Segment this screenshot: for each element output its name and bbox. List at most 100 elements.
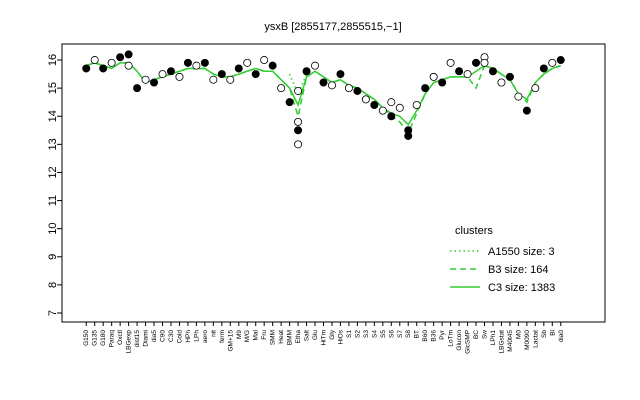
x-tick-label: HPh bbox=[185, 330, 192, 343]
data-point bbox=[353, 86, 362, 95]
plot-frame bbox=[61, 43, 606, 323]
data-point bbox=[455, 67, 464, 76]
data-point bbox=[294, 126, 303, 135]
y-tick-label: 16 bbox=[47, 54, 59, 66]
data-point bbox=[294, 86, 303, 95]
y-tick-label: 9 bbox=[47, 254, 59, 260]
data-point bbox=[319, 78, 328, 87]
data-point bbox=[488, 67, 497, 76]
x-tick-label: G150 bbox=[83, 330, 90, 346]
data-point bbox=[556, 56, 565, 65]
x-tick-label: dia0 bbox=[558, 330, 565, 343]
x-tick-label: M0 bbox=[515, 330, 522, 339]
x-tick-label: C90 bbox=[160, 330, 167, 342]
data-point bbox=[387, 98, 396, 107]
x-tick-label: Bl bbox=[549, 329, 556, 335]
x-tick-label: S7 bbox=[397, 330, 404, 338]
x-tick-label: Oxctl bbox=[117, 329, 124, 344]
x-tick-label: C30 bbox=[168, 330, 175, 342]
data-point bbox=[514, 92, 523, 101]
data-point bbox=[446, 58, 455, 67]
x-tick-label: LPh bbox=[193, 330, 200, 342]
y-tick-label: 8 bbox=[47, 282, 59, 288]
data-point bbox=[192, 61, 201, 70]
x-tick-label: S5 bbox=[380, 330, 387, 338]
x-tick-label: BMM bbox=[287, 330, 294, 345]
x-tick-label: Etha bbox=[295, 330, 302, 344]
x-tick-label: GlcSMP bbox=[465, 330, 472, 354]
data-point bbox=[268, 61, 277, 70]
data-point bbox=[90, 56, 99, 65]
y-tick-label: 10 bbox=[47, 223, 59, 235]
x-tick-label: Glucon bbox=[456, 330, 463, 351]
data-point bbox=[217, 70, 226, 79]
data-point bbox=[302, 67, 311, 76]
x-tick-label: Sb bbox=[541, 330, 548, 338]
data-point bbox=[370, 100, 379, 109]
x-tick-label: LoTm bbox=[448, 330, 455, 347]
x-tick-label: S3 bbox=[363, 330, 370, 338]
x-tick-label: Glu bbox=[312, 330, 319, 341]
data-point bbox=[124, 61, 133, 70]
legend-label: A1550 size: 3 bbox=[488, 246, 555, 258]
x-tick-label: SMM bbox=[270, 330, 277, 345]
data-point bbox=[344, 84, 353, 93]
data-point bbox=[234, 64, 243, 73]
data-point bbox=[361, 95, 370, 104]
x-tick-label: Pyr bbox=[439, 329, 446, 340]
data-point bbox=[429, 72, 438, 81]
data-point bbox=[124, 50, 133, 59]
x-tick-label: S4 bbox=[371, 330, 378, 338]
x-tick-label: nit bbox=[210, 330, 217, 337]
x-tick-label: M/G bbox=[244, 330, 251, 342]
data-point bbox=[260, 56, 269, 65]
x-tick-label: Mal bbox=[253, 329, 260, 340]
data-point bbox=[539, 64, 548, 73]
data-point bbox=[158, 70, 167, 79]
x-tick-label: Gly bbox=[329, 329, 336, 340]
x-tick-label: B60 bbox=[422, 330, 429, 342]
data-point bbox=[387, 112, 396, 121]
data-point bbox=[251, 70, 260, 79]
x-tick-label: dia5 bbox=[151, 330, 158, 343]
x-tick-label: Heat bbox=[278, 330, 285, 344]
y-tick-label: 15 bbox=[47, 82, 59, 94]
x-tick-label: M0090 bbox=[524, 330, 531, 350]
x-tick-label: LPh1 bbox=[490, 330, 497, 346]
data-point bbox=[166, 67, 175, 76]
data-point bbox=[82, 64, 91, 73]
data-point bbox=[183, 58, 192, 67]
x-tick-label: S6 bbox=[388, 330, 395, 338]
data-point bbox=[116, 53, 125, 62]
x-tick-label: GM+15 bbox=[227, 330, 234, 352]
x-tick-label: HiOs bbox=[337, 329, 344, 344]
data-point bbox=[395, 103, 404, 112]
x-tick-label: Paraq bbox=[109, 330, 116, 348]
x-tick-label: dist15 bbox=[134, 330, 141, 348]
x-tick-label: S2 bbox=[354, 330, 361, 338]
data-point bbox=[480, 58, 489, 67]
data-point bbox=[294, 117, 303, 126]
data-point bbox=[522, 106, 531, 115]
data-point bbox=[505, 72, 514, 81]
x-tick-label: M9 bbox=[236, 330, 243, 339]
data-point bbox=[150, 78, 159, 87]
data-point bbox=[243, 58, 252, 67]
data-point bbox=[285, 98, 294, 107]
data-point bbox=[141, 75, 150, 84]
x-tick-label: B36 bbox=[431, 330, 438, 342]
y-tick-label: 13 bbox=[47, 138, 59, 150]
x-tick-label: Salt bbox=[304, 330, 311, 341]
data-point bbox=[99, 64, 108, 73]
x-tick-label: Fru bbox=[261, 330, 268, 340]
data-point bbox=[175, 72, 184, 81]
data-point bbox=[327, 81, 336, 90]
x-tick-label: G180 bbox=[100, 330, 107, 346]
data-point bbox=[311, 61, 320, 70]
x-tick-label: HiTm bbox=[321, 330, 328, 346]
y-tick-label: 11 bbox=[47, 195, 59, 206]
data-point bbox=[548, 58, 557, 67]
data-point bbox=[463, 70, 472, 79]
x-tick-label: G135 bbox=[92, 330, 99, 346]
